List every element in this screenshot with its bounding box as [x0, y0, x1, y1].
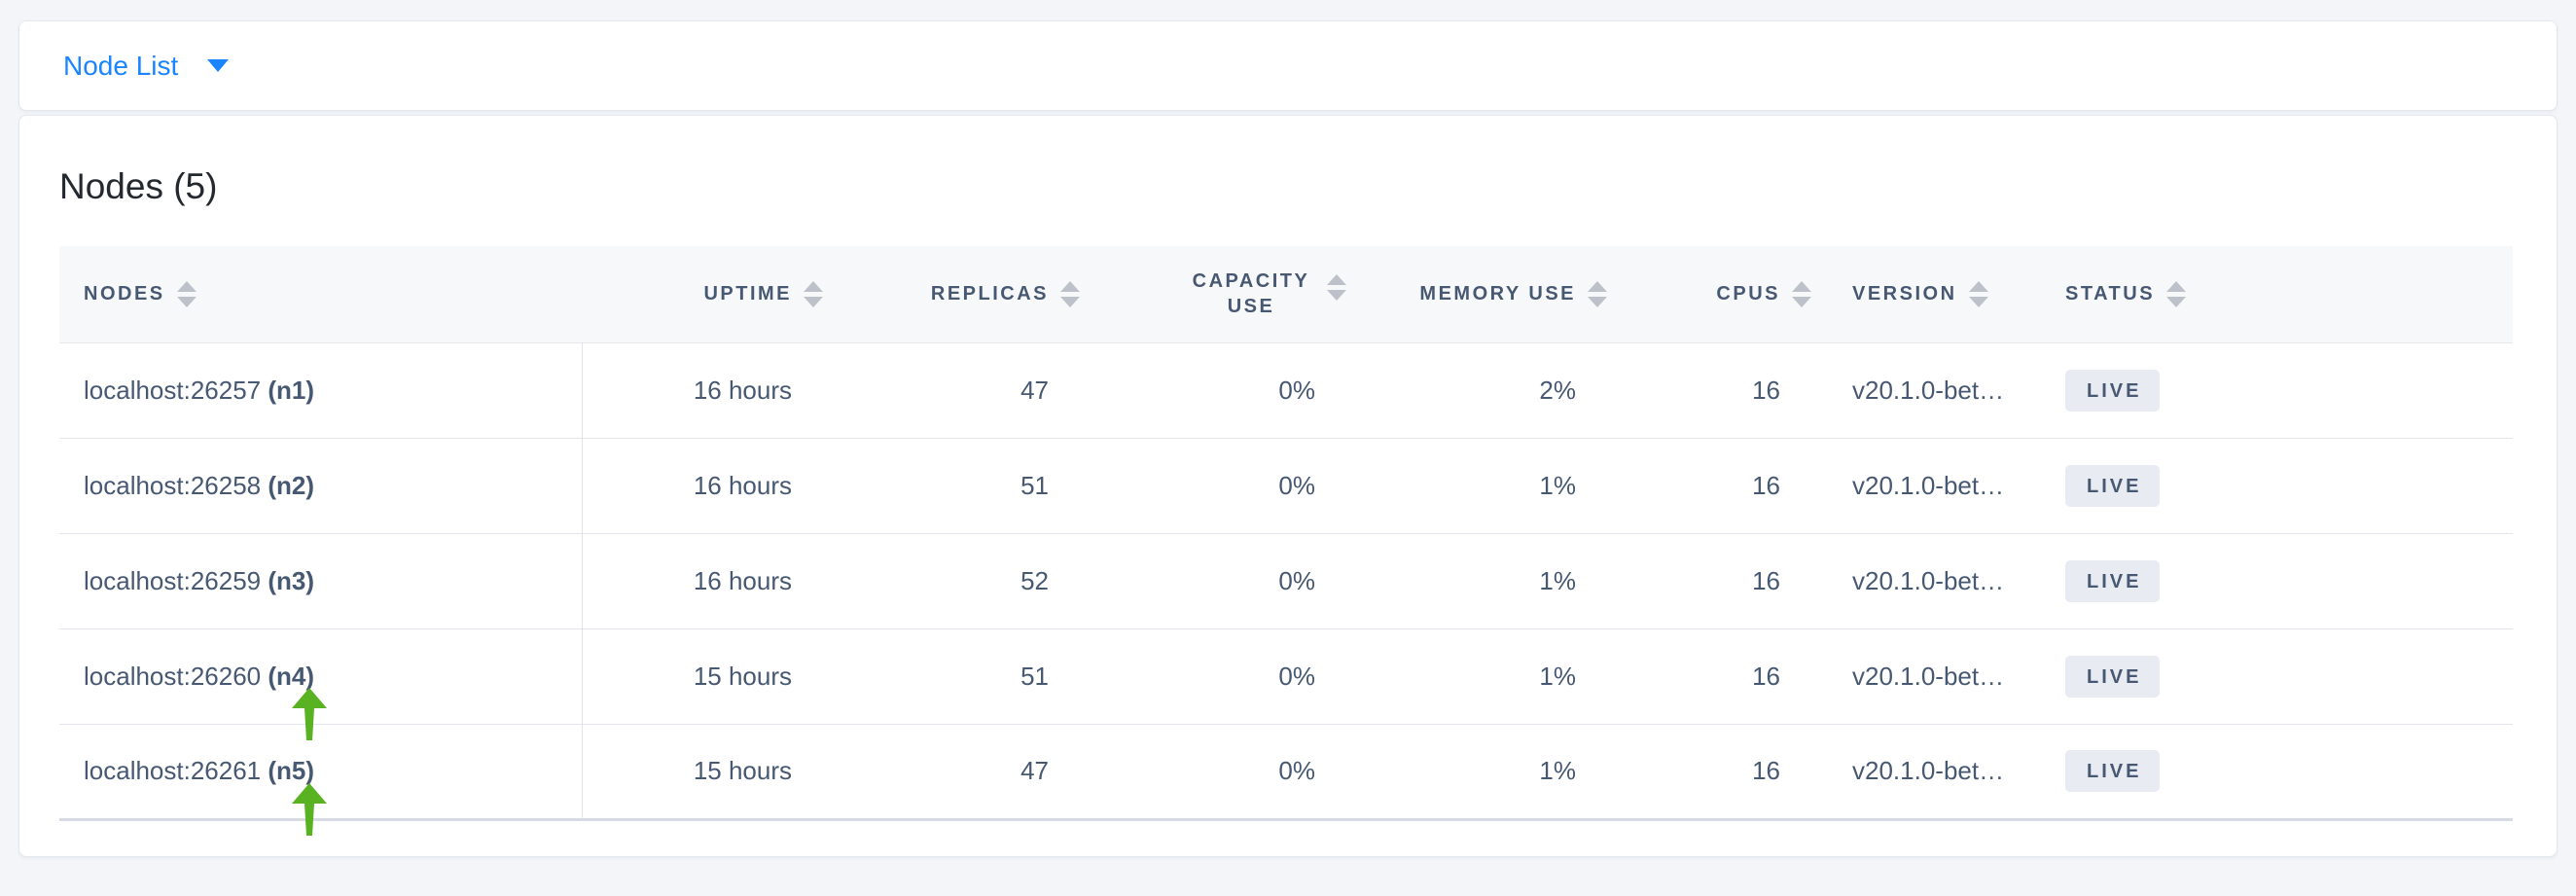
sort-icon[interactable]	[1968, 280, 1988, 307]
sort-icon[interactable]	[176, 280, 197, 307]
column-header-version[interactable]: VERSION	[1813, 246, 2028, 343]
capacity-use-cell: 0%	[1082, 342, 1348, 439]
replicas-cell: 51	[825, 628, 1082, 725]
uptime-cell: 16 hours	[582, 533, 825, 629]
cpus-cell: 16	[1609, 342, 1813, 439]
table-row[interactable]: localhost:26259 (n3) 16 hours 52 0% 1% 1…	[59, 533, 2513, 629]
node-list-dropdown-label: Node List	[63, 50, 179, 81]
table-row[interactable]: localhost:26261 (n5) 15 hours 47 0% 1% 1…	[59, 724, 2513, 836]
sort-icon[interactable]	[2166, 280, 2187, 307]
capacity-use-cell: 0%	[1082, 628, 1348, 725]
capacity-use-cell: 0%	[1082, 724, 1348, 821]
memory-use-cell: 1%	[1348, 724, 1609, 821]
column-header-uptime[interactable]: UPTIME	[582, 246, 825, 343]
version-cell: v20.1.0-bet…	[1813, 533, 2028, 629]
uptime-cell: 16 hours	[582, 342, 825, 439]
node-list-dropdown[interactable]: Node List	[63, 50, 230, 82]
cpus-cell: 16	[1609, 724, 1813, 821]
chevron-down-icon	[207, 59, 230, 72]
node-list-table: NODES UPTIME REPLICAS	[59, 246, 2513, 836]
status-cell: LIVE	[2028, 438, 2513, 534]
capacity-use-cell: 0%	[1082, 438, 1348, 534]
node-id: (n5)	[268, 756, 315, 785]
node-address: localhost:26258	[84, 470, 262, 500]
sort-icon[interactable]	[1060, 280, 1080, 307]
status-badge: LIVE	[2065, 464, 2161, 507]
node-id: (n3)	[268, 565, 315, 595]
replicas-cell: 51	[825, 438, 1082, 534]
version-cell: v20.1.0-bet…	[1813, 724, 2028, 821]
version-cell: v20.1.0-bet…	[1813, 628, 2028, 725]
sort-icon[interactable]	[804, 280, 823, 307]
cpus-cell: 16	[1609, 438, 1813, 534]
status-badge: LIVE	[2065, 750, 2161, 792]
cpus-cell: 16	[1609, 533, 1813, 629]
replicas-cell: 47	[825, 342, 1082, 439]
status-badge: LIVE	[2065, 369, 2161, 412]
sort-icon[interactable]	[1327, 274, 1346, 302]
nodes-panel: Nodes (5) NODES UPTIME	[18, 115, 2558, 857]
view-switcher-bar: Node List	[18, 20, 2558, 111]
status-cell: LIVE	[2028, 628, 2513, 725]
status-cell: LIVE	[2028, 533, 2513, 629]
node-address: localhost:26259	[84, 565, 262, 595]
table-header-row: NODES UPTIME REPLICAS	[59, 246, 2513, 343]
version-cell: v20.1.0-bet…	[1813, 438, 2028, 534]
column-header-replicas[interactable]: REPLICAS	[825, 246, 1082, 343]
column-header-uptime-label: UPTIME	[703, 282, 792, 305]
node-address-cell[interactable]: localhost:26258 (n2)	[59, 438, 583, 534]
memory-use-cell: 1%	[1348, 533, 1609, 629]
replicas-cell: 47	[825, 724, 1082, 821]
table-row[interactable]: localhost:26258 (n2) 16 hours 51 0% 1% 1…	[59, 438, 2513, 534]
column-header-capacity-use[interactable]: CAPACITY USE	[1082, 246, 1348, 343]
column-header-capacity-use-label: CAPACITY USE	[1192, 270, 1310, 318]
node-id: (n2)	[268, 470, 315, 500]
uptime-cell: 15 hours	[582, 628, 825, 725]
column-header-version-label: VERSION	[1852, 282, 1957, 305]
node-address-cell[interactable]: localhost:26260 (n4)	[59, 628, 583, 740]
column-header-memory-use-label: MEMORY USE	[1419, 282, 1576, 305]
column-header-status[interactable]: STATUS	[2028, 246, 2513, 343]
memory-use-cell: 2%	[1348, 342, 1609, 439]
capacity-use-cell: 0%	[1082, 533, 1348, 629]
node-address-cell[interactable]: localhost:26259 (n3)	[59, 533, 583, 629]
status-badge: LIVE	[2065, 559, 2161, 602]
node-id: (n1)	[268, 375, 315, 405]
node-id: (n4)	[268, 661, 315, 691]
memory-use-cell: 1%	[1348, 438, 1609, 534]
status-cell: LIVE	[2028, 342, 2513, 439]
node-address: localhost:26261	[84, 756, 262, 785]
sort-icon[interactable]	[1792, 280, 1811, 307]
cpus-cell: 16	[1609, 628, 1813, 725]
sort-icon[interactable]	[1588, 280, 1607, 307]
uptime-cell: 15 hours	[582, 724, 825, 821]
memory-use-cell: 1%	[1348, 628, 1609, 725]
uptime-cell: 16 hours	[582, 438, 825, 534]
column-header-status-label: STATUS	[2065, 282, 2156, 305]
column-header-memory-use[interactable]: MEMORY USE	[1348, 246, 1609, 343]
node-address-cell[interactable]: localhost:26261 (n5)	[59, 724, 583, 836]
node-address: localhost:26260	[84, 661, 262, 691]
column-header-nodes-label: NODES	[84, 282, 165, 305]
column-header-cpus-label: CPUS	[1716, 282, 1780, 305]
column-header-replicas-label: REPLICAS	[930, 282, 1049, 305]
table-row[interactable]: localhost:26257 (n1) 16 hours 47 0% 2% 1…	[59, 342, 2513, 439]
node-address: localhost:26257	[84, 375, 262, 405]
version-cell: v20.1.0-bet…	[1813, 342, 2028, 439]
page-title: Nodes (5)	[59, 166, 218, 206]
column-header-cpus[interactable]: CPUS	[1609, 246, 1813, 343]
up-arrow-icon	[292, 687, 327, 740]
node-address-cell[interactable]: localhost:26257 (n1)	[59, 342, 583, 439]
status-cell: LIVE	[2028, 724, 2513, 821]
column-header-nodes[interactable]: NODES	[59, 246, 582, 343]
up-arrow-icon	[292, 782, 327, 836]
table-row[interactable]: localhost:26260 (n4) 15 hours 51 0% 1% 1…	[59, 628, 2513, 740]
status-badge: LIVE	[2065, 655, 2161, 698]
replicas-cell: 52	[825, 533, 1082, 629]
